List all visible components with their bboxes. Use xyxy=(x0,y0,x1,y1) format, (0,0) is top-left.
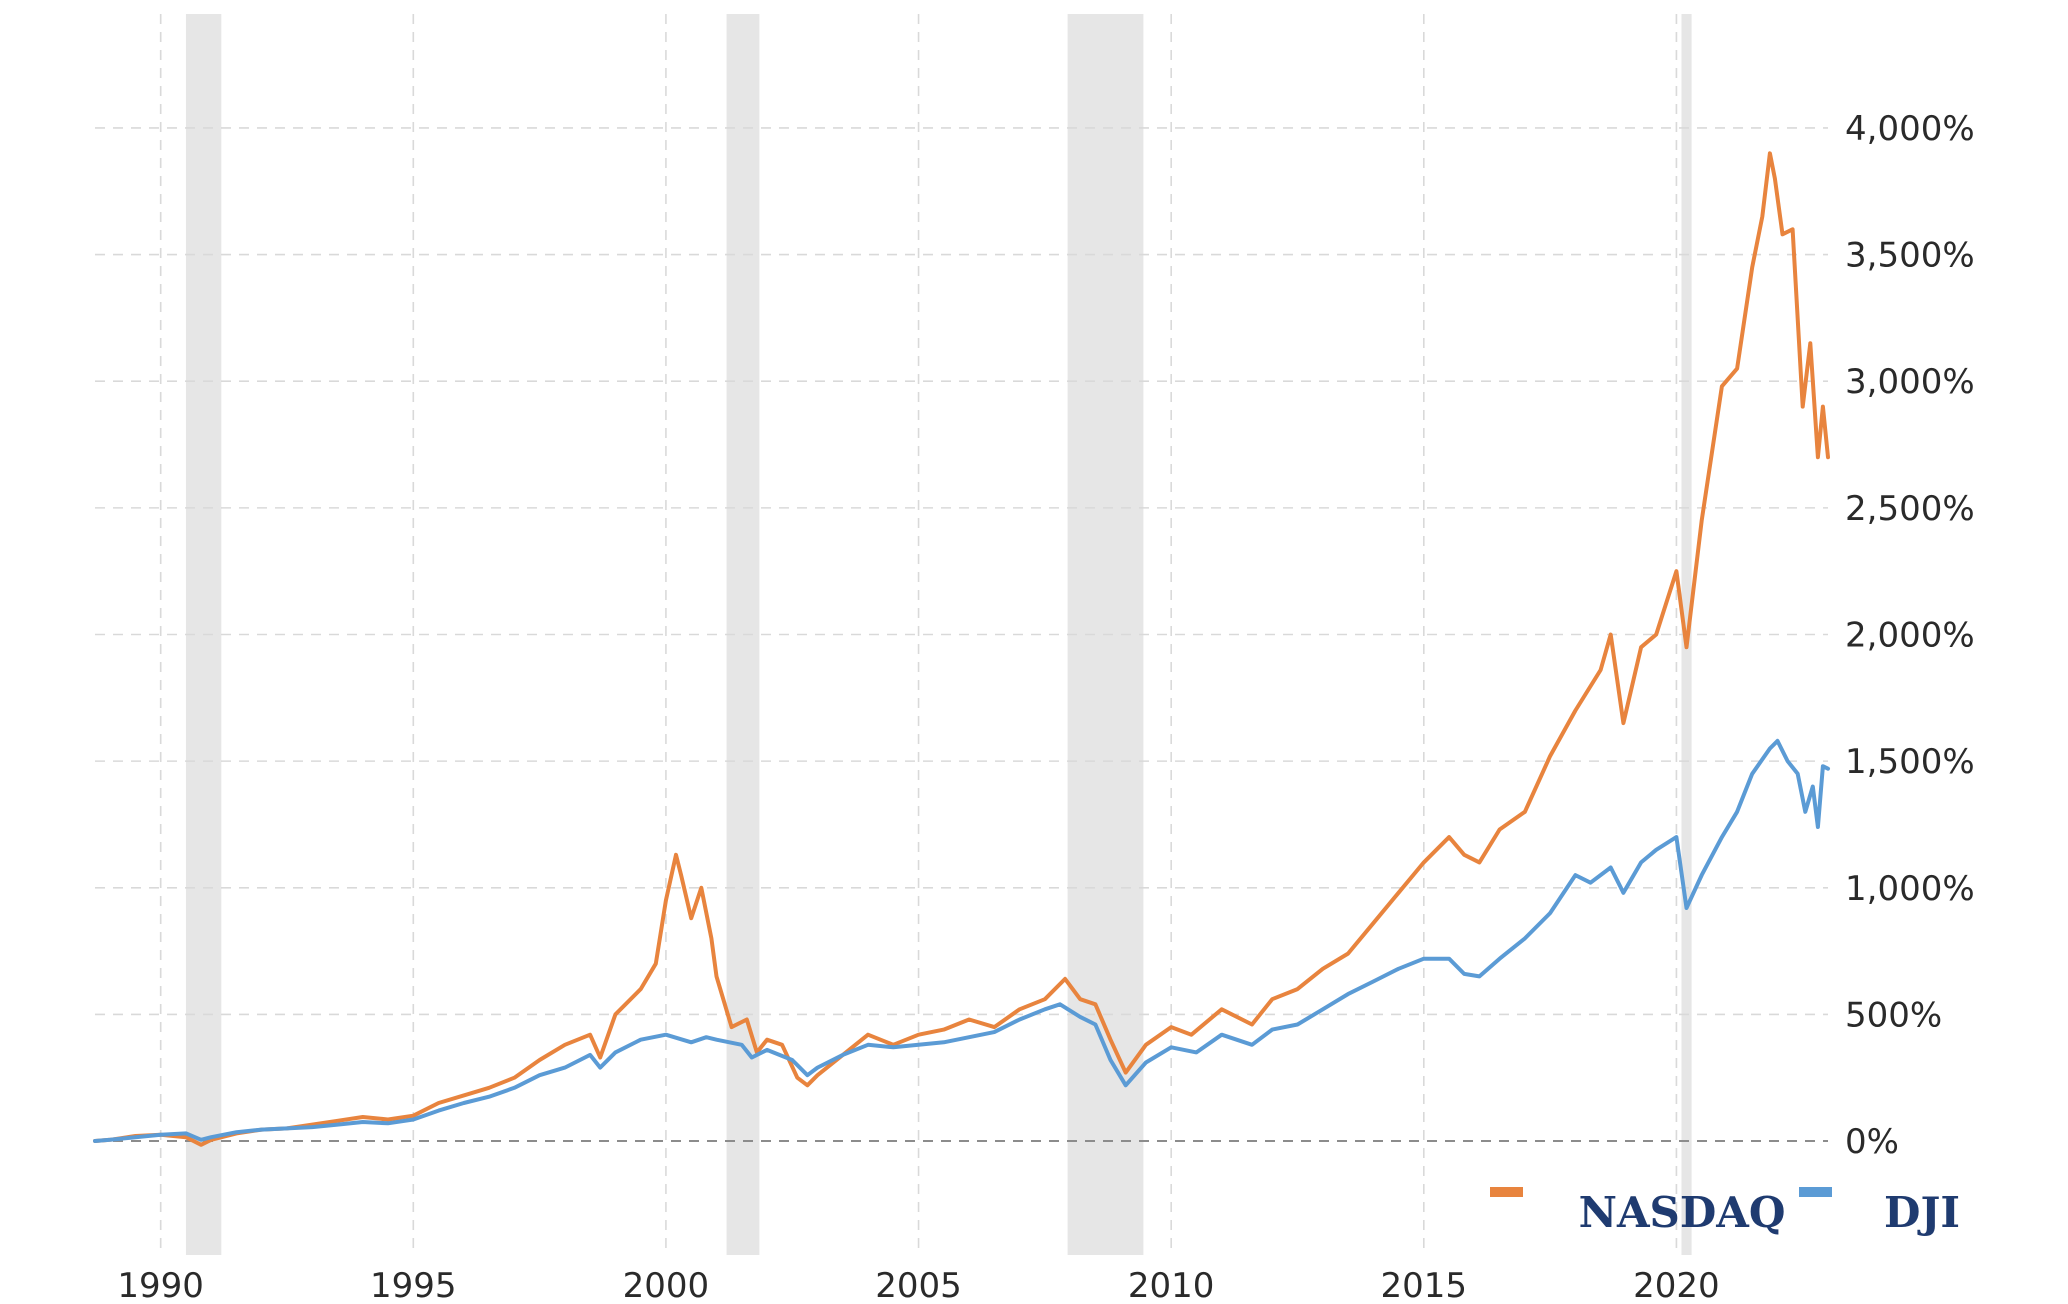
x-tick-label: 1990 xyxy=(117,1266,204,1304)
series-line-nasdaq xyxy=(93,151,1830,1147)
legend-label-dji: DJI xyxy=(1884,1187,1960,1237)
x-tick-label: 1995 xyxy=(370,1266,457,1304)
y-tick-label: 3,000% xyxy=(1845,362,1975,402)
x-tick-label: 2020 xyxy=(1633,1266,1720,1304)
grid-lines xyxy=(95,14,1828,1255)
x-axis-tick-labels: 1990 1995 2000 2005 2010 2015 2020 xyxy=(117,1266,1719,1304)
series-line-dji xyxy=(93,738,1830,1143)
legend-swatch-dji xyxy=(1799,1187,1833,1197)
legend-swatch-nasdaq xyxy=(1490,1187,1523,1197)
x-tick-label: 2010 xyxy=(1128,1266,1215,1304)
y-tick-label: 2,000% xyxy=(1845,616,1975,656)
y-tick-label: 2,500% xyxy=(1845,489,1975,529)
y-tick-label: 3,500% xyxy=(1845,236,1975,276)
x-tick-label: 2000 xyxy=(623,1266,710,1304)
y-tick-label: 0% xyxy=(1845,1122,1899,1162)
y-axis-tick-labels: 0% 500% 1,000% 1,500% 2,000% 2,500% 3,000% 3,50… xyxy=(1845,109,1975,1162)
legend-label-nasdaq: NASDAQ xyxy=(1578,1187,1786,1237)
legend: NASDAQ DJI xyxy=(1490,1182,1960,1242)
y-tick-label: 1,000% xyxy=(1845,869,1975,909)
series-lines xyxy=(93,151,1830,1147)
x-tick-label: 2005 xyxy=(875,1266,962,1304)
x-tick-label: 2015 xyxy=(1381,1266,1468,1304)
y-tick-label: 4,000% xyxy=(1845,109,1975,149)
y-tick-label: 1,500% xyxy=(1845,742,1975,782)
y-tick-label: 500% xyxy=(1845,995,1942,1035)
